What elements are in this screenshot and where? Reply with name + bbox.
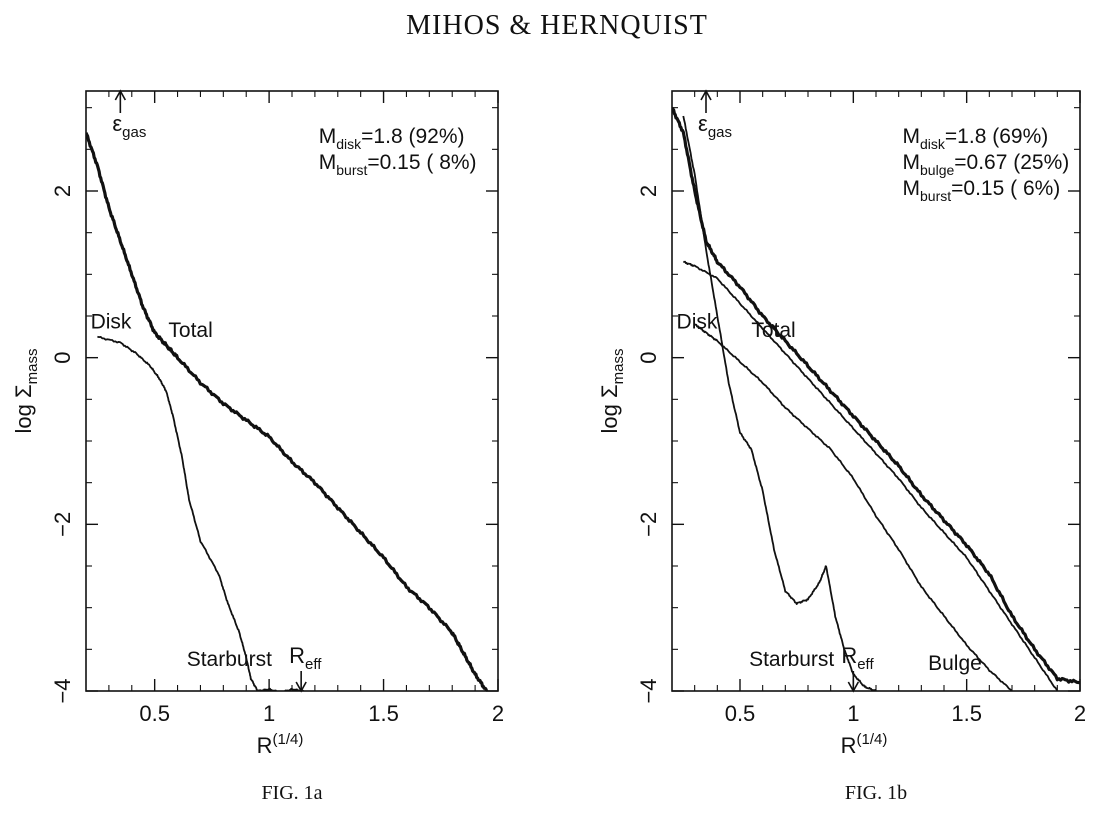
marker-arrow-head bbox=[295, 681, 307, 693]
series-line-total bbox=[672, 106, 1080, 685]
y-tick-label: 0 bbox=[50, 352, 75, 364]
series-label-starburst: Starburst bbox=[187, 648, 272, 671]
marker-label-r-eff: Reff bbox=[289, 643, 322, 673]
series-line-starburst bbox=[682, 115, 877, 691]
y-tick-label: −4 bbox=[636, 678, 661, 703]
series-label-disk: Disk bbox=[677, 311, 718, 334]
marker-arrow-head bbox=[114, 89, 127, 101]
marker-arrow-head bbox=[700, 89, 712, 101]
series-label-total: Total bbox=[168, 319, 212, 342]
series-label-total: Total bbox=[751, 319, 795, 342]
chart-panel-b: 0.5 1 1.5 2 −4 −2 0 2 R(1/4) log Σmass Total Bulge D… bbox=[597, 89, 1086, 804]
y-tick-label: 0 bbox=[636, 352, 661, 364]
plot-frame bbox=[85, 90, 499, 692]
x-tick-label: 0.5 bbox=[725, 701, 756, 726]
x-axis-label: R(1/4) bbox=[841, 731, 888, 758]
x-tick-label: 1.5 bbox=[368, 701, 399, 726]
y-axis-label: log Σmass bbox=[11, 349, 41, 434]
series-line-disk bbox=[694, 323, 1013, 691]
x-tick-label: 2 bbox=[492, 701, 504, 726]
figure-caption: FIG. 1a bbox=[261, 782, 322, 804]
marker-label-gas-softening: εgas bbox=[112, 111, 146, 141]
y-tick-label: −4 bbox=[50, 678, 75, 703]
legend-mass-line: Mburst=0.15 ( 8%) bbox=[319, 151, 477, 178]
series-line-disk bbox=[97, 335, 304, 691]
series-label-bulge: Bulge bbox=[928, 652, 982, 675]
series-label-disk: Disk bbox=[91, 311, 132, 334]
y-tick-label: −2 bbox=[636, 512, 661, 537]
y-tick-label: 2 bbox=[50, 185, 75, 197]
y-axis-label: log Σmass bbox=[597, 349, 627, 434]
marker-label-r-eff: Reff bbox=[841, 643, 874, 673]
x-tick-label: 1.5 bbox=[951, 701, 982, 726]
y-tick-label: −2 bbox=[50, 512, 75, 537]
x-axis-label: R(1/4) bbox=[257, 731, 304, 758]
series-label-starburst: Starburst bbox=[749, 648, 834, 671]
x-tick-label: 2 bbox=[1074, 701, 1086, 726]
marker-arrow-head bbox=[847, 681, 860, 693]
y-tick-label: 2 bbox=[636, 185, 661, 197]
series-line-total bbox=[86, 132, 489, 691]
x-tick-label: 1 bbox=[263, 701, 275, 726]
marker-label-gas-softening: εgas bbox=[698, 111, 732, 141]
x-tick-label: 0.5 bbox=[139, 701, 170, 726]
page-title: MIHOS & HERNQUIST bbox=[406, 10, 708, 41]
chart-panel-a: 0.5 1 1.5 2 −4 −2 0 2 R(1/4) log Σmass Total Disk St… bbox=[11, 89, 504, 804]
legend-mass-line: Mdisk=1.8 (69%) bbox=[903, 125, 1049, 152]
legend-mass-line: Mdisk=1.8 (92%) bbox=[319, 125, 465, 152]
figure-caption: FIG. 1b bbox=[845, 782, 907, 804]
legend-mass-line: Mbulge=0.67 (25%) bbox=[903, 151, 1070, 178]
legend-mass-line: Mburst=0.15 ( 6%) bbox=[903, 177, 1061, 204]
x-tick-label: 1 bbox=[847, 701, 859, 726]
series-line-bulge bbox=[683, 260, 1059, 691]
